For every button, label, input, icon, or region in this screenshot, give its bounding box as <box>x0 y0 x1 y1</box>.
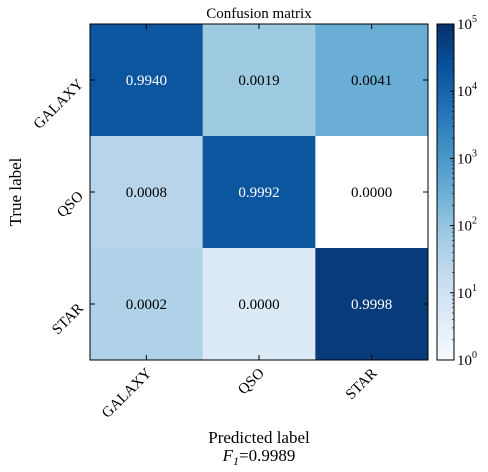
cell-value-label: 0.0000 <box>238 297 279 313</box>
heatmap-cell <box>315 24 429 137</box>
heatmap-cell <box>202 24 316 137</box>
cell-value-label: 0.0000 <box>351 185 392 201</box>
x-axis-label: Predicted label <box>208 428 310 447</box>
cell-value-label: 0.0041 <box>351 73 392 89</box>
heatmap-cell <box>90 24 204 137</box>
y-tick-label: QSO <box>54 188 87 221</box>
colorbar-tick-label: 105 <box>457 14 477 33</box>
cell-value-label: 0.0002 <box>126 297 167 313</box>
y-tick-labels: GALAXY QSO STAR <box>31 76 87 338</box>
x-tick-label: QSO <box>235 365 268 398</box>
f1-score: F1=0.9989 <box>222 446 296 468</box>
cell-value-label: 0.0008 <box>126 185 167 201</box>
colorbar-tick-label: 104 <box>457 81 477 100</box>
heatmap-cell <box>90 136 204 249</box>
colorbar-ticks: 100 101 102 103 104 105 <box>450 14 477 369</box>
y-tick-label: GALAXY <box>31 76 87 132</box>
cell-value-label: 0.9992 <box>238 185 279 201</box>
heatmap-cell <box>202 136 316 249</box>
colorbar-tick-label: 101 <box>457 283 477 302</box>
colorbar-tick-label: 100 <box>457 350 477 369</box>
x-tick-label: GALAXY <box>99 365 155 421</box>
colorbar <box>436 23 455 361</box>
heatmap-cell <box>90 248 204 361</box>
cell-value-label: 0.0019 <box>238 73 279 89</box>
colorbar-tick-label: 103 <box>457 148 477 167</box>
colorbar-tick-label: 102 <box>457 216 477 235</box>
y-tick-label: STAR <box>49 301 87 339</box>
axis-ticks <box>90 24 428 360</box>
y-axis-label: True label <box>6 157 25 226</box>
heatmap-cell <box>202 248 316 361</box>
chart-title: Confusion matrix <box>206 6 312 22</box>
cell-value-label: 0.9940 <box>126 73 167 89</box>
x-tick-labels: GALAXY QSO STAR <box>99 365 380 421</box>
x-tick-label: STAR <box>343 366 381 404</box>
heatmap-cells: 0.9940 0.0019 0.0041 0.0008 0.9992 0.0000 0.00… <box>90 24 429 361</box>
heatmap-cell <box>315 136 429 249</box>
cell-value-label: 0.9998 <box>351 297 392 313</box>
heatmap-cell <box>315 248 429 361</box>
